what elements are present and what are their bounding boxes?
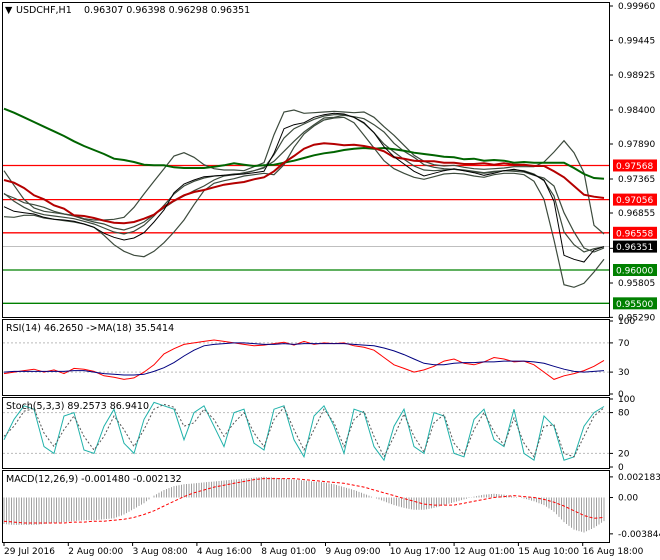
x-tick-label: 12 Aug 01:00 <box>454 547 515 557</box>
stochastic-ytick-label: 80 <box>618 409 630 419</box>
price-ytick-label: 0.98400 <box>618 106 655 116</box>
macd-signal-line <box>3 478 605 524</box>
stochastic-ytick-label: 100 <box>618 395 635 405</box>
stochastic-main-line <box>3 401 605 462</box>
moving-average-line <box>3 142 605 225</box>
price-header-arrow: ▼ <box>5 5 13 16</box>
level-price-tag <box>613 159 657 172</box>
level-price-label: 0.97568 <box>616 162 653 172</box>
rsi-ma-line <box>3 342 605 376</box>
current-price-tag <box>613 240 657 253</box>
rsi-line <box>3 339 605 380</box>
level-price-tag <box>613 193 657 206</box>
current-price-label: 0.96351 <box>616 243 653 253</box>
x-tick-label: 15 Aug 10:00 <box>518 547 579 557</box>
level-price-tag <box>613 226 657 239</box>
rsi-ytick-label: 30 <box>618 368 630 378</box>
rsi-panel <box>2 319 610 396</box>
price-line <box>3 112 605 263</box>
price-ytick-label: 0.95805 <box>618 279 655 289</box>
rsi-ytick-label: 0 <box>618 390 624 400</box>
level-price-tag <box>613 297 657 310</box>
stochastic-header: Stoch(5,3,3) 89.2573 86.9410 <box>6 401 149 412</box>
price-header-ohlc: 0.96307 0.96398 0.96298 0.96351 <box>84 5 250 16</box>
x-tick-label: 29 Jul 2016 <box>4 547 55 557</box>
price-ytick-label: 0.99445 <box>618 36 655 46</box>
moving-average-line <box>3 107 605 180</box>
price-ytick-label: 0.97365 <box>618 175 655 185</box>
rsi-ytick-label: 100 <box>618 317 635 327</box>
price-ytick-label: 0.96855 <box>618 209 655 219</box>
macd-ytick-label: 0.002183 <box>618 473 660 483</box>
price-ytick-label: 0.99960 <box>618 2 655 12</box>
stochastic-ytick-label: 20 <box>618 449 630 459</box>
level-price-label: 0.96558 <box>616 229 653 239</box>
level-price-label: 0.97056 <box>616 196 653 206</box>
price-ytick-label: 0.97890 <box>618 140 655 150</box>
x-tick-label: 16 Aug 18:00 <box>583 547 644 557</box>
x-tick-label: 9 Aug 09:00 <box>326 547 381 557</box>
macd-ytick-label: 0.00 <box>618 494 638 504</box>
x-tick-label: 2 Aug 00:00 <box>68 547 123 557</box>
x-tick-label: 3 Aug 08:00 <box>133 547 188 557</box>
price-ytick-label: 0.95290 <box>618 313 655 323</box>
level-price-tag <box>613 264 657 276</box>
rsi-ytick-label: 70 <box>618 339 630 349</box>
level-price-label: 0.95500 <box>616 300 653 310</box>
macd-header: MACD(12,26,9) -0.001480 -0.002132 <box>6 474 182 485</box>
x-tick-label: 10 Aug 17:00 <box>390 547 451 557</box>
macd-ytick-label: -0.003844 <box>618 530 660 540</box>
price-header-symbol: USDCHF,H1 <box>16 5 72 16</box>
level-price-label: 0.96000 <box>616 267 653 277</box>
x-tick-label: 4 Aug 16:00 <box>197 547 252 557</box>
stochastic-ytick-label: 0 <box>618 463 624 473</box>
x-tick-label: 8 Aug 01:00 <box>261 547 316 557</box>
price-panel <box>2 2 610 318</box>
bollinger-line <box>3 116 605 288</box>
price-ytick-label: 0.98925 <box>618 71 655 81</box>
stochastic-signal-line <box>3 403 605 458</box>
rsi-header: RSI(14) 46.2650 ->MA(18) 35.5414 <box>6 323 174 334</box>
